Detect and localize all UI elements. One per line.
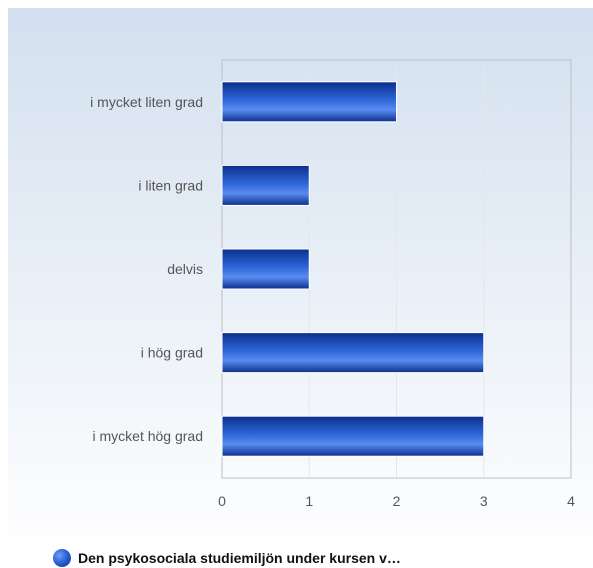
chart-panel: i mycket liten grad i liten grad delvis i h… (8, 8, 593, 567)
category-label: i liten grad (138, 177, 203, 193)
bar (221, 332, 485, 374)
bar (221, 164, 310, 206)
legend-label: Den psykosociala studiemiljön under kurs… (78, 550, 401, 566)
bar (221, 248, 310, 290)
legend-swatch-icon (53, 549, 71, 567)
category-labels: i mycket liten grad i liten grad delvis i h… (90, 94, 203, 444)
bar (221, 415, 485, 457)
bars (221, 81, 485, 457)
category-label: delvis (167, 261, 203, 277)
category-label: i hög grad (141, 345, 203, 361)
legend: Den psykosociala studiemiljön under kurs… (53, 548, 401, 568)
x-tick-label: 4 (567, 493, 575, 509)
x-tick-labels: 0 1 2 3 4 (218, 493, 575, 509)
x-tick-label: 0 (218, 493, 226, 509)
category-label: i mycket liten grad (90, 94, 203, 110)
x-tick-label: 2 (393, 493, 401, 509)
category-label: i mycket hög grad (93, 428, 204, 444)
bar-chart: i mycket liten grad i liten grad delvis i h… (8, 8, 593, 560)
x-tick-label: 3 (480, 493, 488, 509)
x-tick-label: 1 (305, 493, 313, 509)
bar (221, 81, 397, 123)
